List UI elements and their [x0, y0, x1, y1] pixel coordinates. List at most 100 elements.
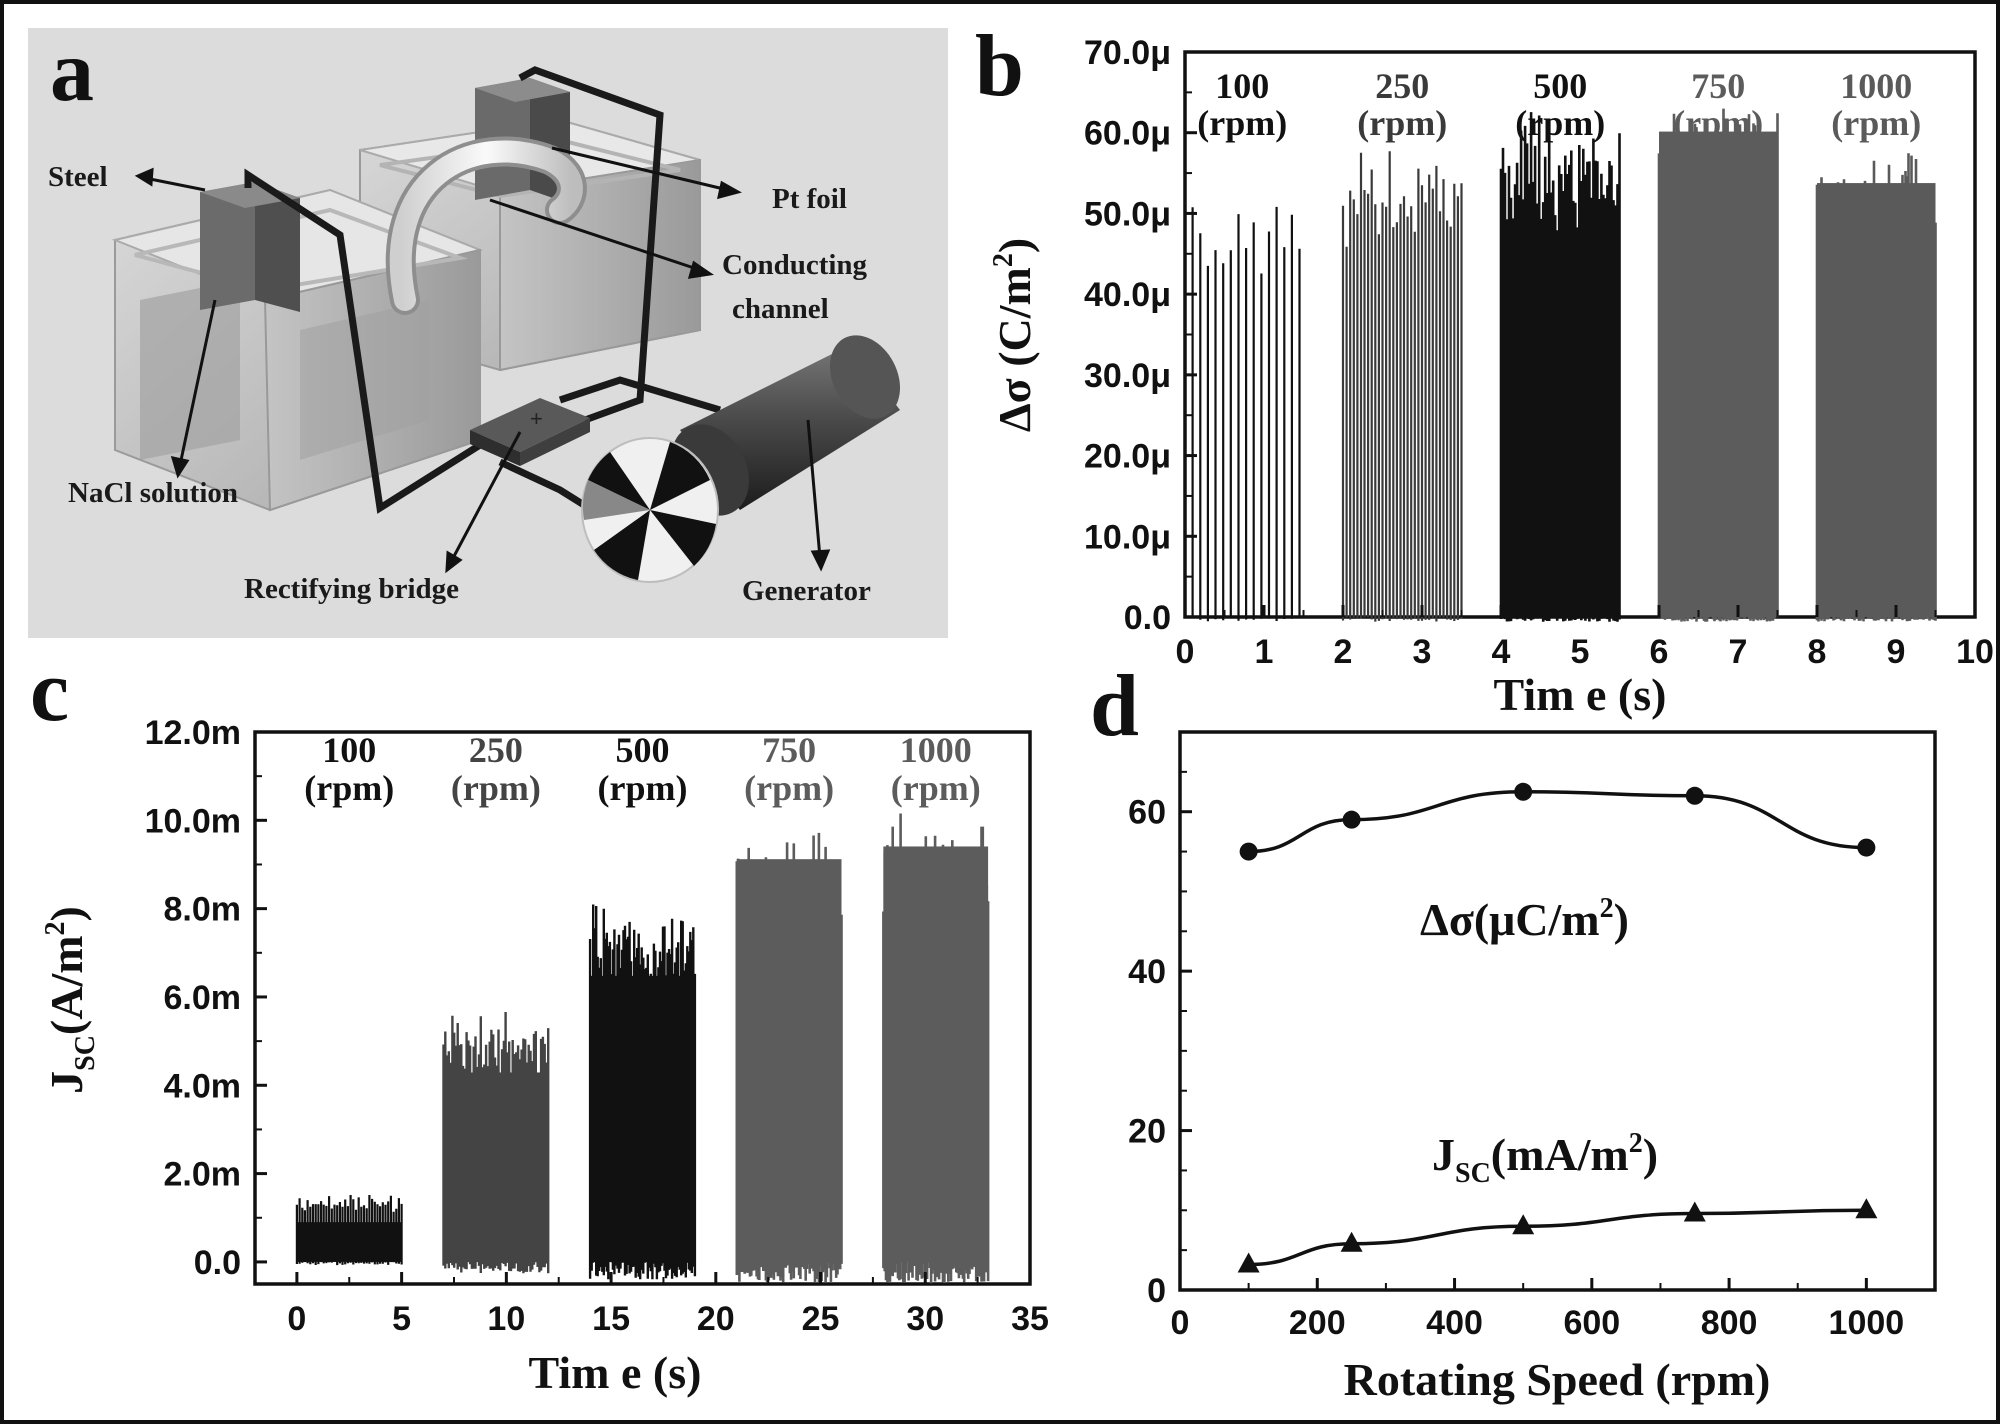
- x-tick-label: 800: [1701, 1304, 1758, 1342]
- rpm-label-unit: (rpm): [1357, 103, 1447, 143]
- data-point-triangle: [1683, 1201, 1706, 1222]
- steel-electrode: [200, 182, 300, 312]
- data-point-circle: [1685, 786, 1704, 805]
- rpm-label-value: 1000: [900, 730, 972, 770]
- y-tick-label: 4.0m: [164, 1067, 242, 1105]
- panel-a-letter: a: [50, 23, 94, 120]
- signal-band: [1817, 183, 1936, 617]
- x-tick-label: 20: [697, 1300, 735, 1338]
- x-tick-label: 6: [1650, 633, 1669, 671]
- panel-c-y-axis-label: JSC(A/m2): [40, 906, 101, 1094]
- panel-c-y-label-sup: 2: [40, 921, 71, 935]
- y-tick-label: 70.0μ: [1084, 34, 1171, 72]
- y-tick-label: 10.0μ: [1084, 518, 1171, 556]
- svg-text:+: +: [530, 406, 543, 431]
- x-tick-label: 9: [1887, 633, 1906, 671]
- panel-b-y-axis-label: Δσ (C/m2): [988, 238, 1040, 432]
- data-point-triangle: [1340, 1231, 1363, 1252]
- x-tick-label: 25: [802, 1300, 840, 1338]
- series-line: [1248, 1208, 1867, 1267]
- y-tick-label: 50.0μ: [1084, 195, 1171, 233]
- panel-d-label-current-tail: ): [1643, 1129, 1658, 1180]
- rpm-label-unit: (rpm): [451, 768, 541, 808]
- series-750-rpm: 750(rpm): [1657, 66, 1779, 622]
- x-tick-label: 10: [1956, 633, 1994, 671]
- wires: [244, 66, 722, 543]
- series-line: [1248, 790, 1867, 854]
- rpm-label-value: 1000: [1840, 66, 1912, 106]
- panel-d-label-current-mid: (mA/m: [1491, 1129, 1629, 1180]
- series-250-rpm: 250(rpm): [1341, 66, 1463, 622]
- x-tick-label: 30: [906, 1300, 944, 1338]
- x-tick-label: 2: [1334, 633, 1353, 671]
- x-tick-label: 600: [1563, 1304, 1620, 1342]
- y-tick-label: 12.0m: [145, 714, 241, 752]
- panel-c-x-axis-label: Tim e (s): [529, 1347, 702, 1398]
- signal-trace: [1183, 165, 1301, 622]
- x-tick-label: 5: [392, 1300, 411, 1338]
- rpm-label-value: 100: [322, 730, 376, 770]
- y-tick-label: 20.0μ: [1084, 438, 1171, 476]
- y-tick-label: 60: [1128, 794, 1166, 832]
- signal-band: [296, 1222, 402, 1262]
- panel-b-y-label-tail: ): [989, 238, 1040, 253]
- y-tick-label: 0.0: [1124, 599, 1171, 637]
- panel-c-y-label-sub: SC: [70, 1035, 101, 1071]
- label-steel: Steel: [48, 161, 108, 193]
- data-point-circle: [1239, 842, 1258, 861]
- panel-b-marks: 100(rpm)250(rpm)500(rpm)750(rpm)1000(rpm…: [1183, 66, 1937, 622]
- y-tick-label: 0: [1147, 1272, 1166, 1310]
- series-1000-rpm: 1000(rpm): [882, 730, 990, 1284]
- panel-d-label-current-density: JSC(mA/m2): [1432, 1128, 1658, 1189]
- label-conducting: Conducting: [722, 249, 868, 281]
- label-pt-foil: Pt foil: [772, 183, 847, 215]
- rpm-label-unit: (rpm): [744, 768, 834, 808]
- rpm-label-value: 750: [762, 730, 816, 770]
- signal-band: [1501, 241, 1620, 617]
- panel-d-label-charge-sup: 2: [1600, 893, 1614, 924]
- x-tick-label: 400: [1426, 1304, 1483, 1342]
- label-nacl-solution: NaCl solution: [68, 477, 238, 509]
- annotation-arrows: [134, 146, 831, 574]
- panel-d-ticks: 0 200 400 600 800 1000 0 20 40 60: [1128, 770, 1904, 1342]
- rpm-label-unit: (rpm): [1197, 103, 1287, 143]
- signal-trace: [1341, 151, 1463, 622]
- y-tick-label: 20: [1128, 1113, 1166, 1151]
- series-750-rpm: 750(rpm): [735, 730, 843, 1283]
- rpm-label-unit: (rpm): [1831, 103, 1921, 143]
- rpm-label-value: 500: [1533, 66, 1587, 106]
- data-point-circle: [1342, 810, 1361, 829]
- y-tick-label: 0.0: [194, 1244, 241, 1282]
- rpm-label-unit: (rpm): [598, 768, 688, 808]
- signal-band: [883, 846, 989, 1262]
- label-generator: Generator: [742, 575, 871, 607]
- data-point-triangle: [1855, 1198, 1878, 1219]
- label-rectifying-bridge: Rectifying bridge: [244, 573, 459, 605]
- panel-d-label-charge-main: Δσ(μC/m: [1420, 894, 1600, 945]
- rpm-label-unit: (rpm): [891, 768, 981, 808]
- x-tick-label: 8: [1808, 633, 1827, 671]
- x-tick-label: 200: [1289, 1304, 1346, 1342]
- panel-c-ticks: 0 5 10 15 20 25 30 35 0.0 2.0m 4.0m 6.0m 8.0m 10.0m 12…: [145, 714, 1049, 1338]
- data-point-circle: [1514, 782, 1533, 801]
- generator: [581, 335, 901, 583]
- x-tick-label: 10: [487, 1300, 525, 1338]
- panel-d-marks: [1237, 782, 1878, 1273]
- signal-band: [590, 975, 695, 1262]
- y-tick-label: 60.0μ: [1084, 115, 1171, 153]
- panel-d-label-charge-density: Δσ(μC/m2): [1420, 893, 1629, 945]
- series-100-rpm: 100(rpm): [295, 730, 403, 1266]
- panel-d-label-current-sub: SC: [1455, 1158, 1491, 1189]
- panel-c-current-density-chart: c 100(rpm)250(rpm)500(rpm)750(rpm)1000(r…: [30, 643, 1049, 1398]
- fan-blades: [581, 437, 719, 583]
- x-tick-label: 3: [1413, 633, 1432, 671]
- rpm-label-value: 250: [1375, 66, 1429, 106]
- panel-b-letter: b: [975, 18, 1024, 115]
- y-tick-label: 40.0μ: [1084, 276, 1171, 314]
- series-1000-rpm: 1000(rpm): [1815, 66, 1937, 622]
- signal-band: [443, 1072, 549, 1262]
- panel-d-rotating-speed-chart: d 0 200 400 600 800 1000 0 20 40 60 Rotating Spee…: [1090, 658, 1937, 1405]
- data-point-triangle: [1512, 1214, 1535, 1235]
- rpm-label-unit: (rpm): [1515, 103, 1605, 143]
- x-tick-label: 4: [1492, 633, 1511, 671]
